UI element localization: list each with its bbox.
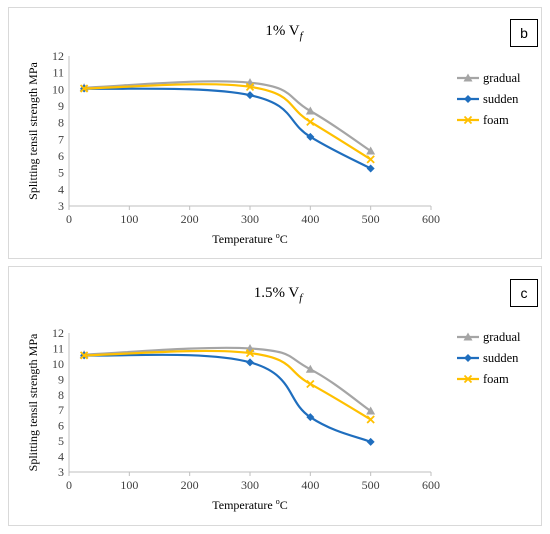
- chart-c-y-tick-label: 6: [58, 419, 64, 433]
- chart-c-series-sudden-point: [306, 413, 315, 422]
- chart-b-x-tick-label: 400: [301, 212, 319, 226]
- chart-b-x-label-unit: C: [280, 232, 288, 246]
- chart-c-y-tick-label: 5: [58, 434, 64, 448]
- chart-b-x-tick-label: 0: [66, 212, 72, 226]
- chart-c-x-label-unit: C: [280, 498, 288, 512]
- chart-c-legend-foam-label: foam: [483, 372, 509, 386]
- chart-c-x-tick-label: 600: [422, 478, 440, 492]
- chart-c-series-gradual-line: [84, 346, 372, 412]
- chart-c-x-tick-label: 100: [120, 478, 138, 492]
- chart-c-y-tick-label: 3: [58, 465, 64, 479]
- chart-b-x-label-sup: o: [276, 231, 280, 240]
- panel-badge-b: b: [510, 19, 538, 47]
- chart-c-series-gradual-point: [366, 406, 376, 415]
- chart-b-x-tick-label: 100: [120, 212, 138, 226]
- chart-c-legend-foam-marker: [463, 374, 473, 384]
- chart-c-title: 1.5% Vf: [254, 285, 305, 304]
- chart-c-x-label: Temperature oC: [212, 497, 287, 512]
- chart-b-y-tick-label: 12: [52, 49, 64, 63]
- chart-c-legend-gradual-marker: [463, 332, 473, 341]
- chart-b-legend-gradual-label: gradual: [483, 71, 521, 85]
- chart-c-series-foam-point: [366, 415, 375, 424]
- chart-b-y-tick-label: 11: [52, 66, 64, 80]
- chart-b-x-tick-label: 500: [362, 212, 380, 226]
- chart-b-y-tick-label: 3: [58, 199, 64, 213]
- chart-b-y-tick-label: 9: [58, 99, 64, 113]
- chart-b-y-tick-label: 4: [58, 182, 64, 196]
- chart-b-legend-gradual-marker: [463, 73, 473, 82]
- chart-b-y-tick-label: 5: [58, 166, 64, 180]
- chart-c-series-gradual-point: [305, 364, 315, 373]
- chart-c-x-tick-label: 500: [362, 478, 380, 492]
- chart-b-x-tick-label: 300: [241, 212, 259, 226]
- chart-b-series-foam-line: [84, 83, 372, 161]
- chart-b-y-tick-label: 6: [58, 149, 64, 163]
- chart-c-y-tick-label: 11: [52, 341, 64, 355]
- chart-c-title-sub: f: [299, 292, 304, 304]
- chart-c-x-label-sup: o: [276, 497, 280, 506]
- chart-b-series-gradual-point: [366, 146, 376, 155]
- panel-badge-c: c: [510, 279, 538, 307]
- chart-b-x-tick-label: 600: [422, 212, 440, 226]
- chart-panel-b: 1% Vf 3 4 5 6 7 8 9 10 11 12 0 100 200 300 400 500 600 Tem…: [8, 7, 542, 259]
- chart-c-y-tick-label: 7: [58, 403, 64, 417]
- chart-b-title-sub: f: [300, 30, 305, 42]
- chart-c-x-label-main: Temperature: [212, 498, 275, 512]
- chart-c-legend-gradual-label: gradual: [483, 330, 521, 344]
- chart-c-series-sudden-point: [246, 358, 254, 367]
- chart-b-x-tick-label: 200: [181, 212, 199, 226]
- chart-c-x-tick-label: 400: [301, 478, 319, 492]
- chart-b-series-foam-point: [245, 82, 255, 91]
- chart-b-series-sudden-line: [84, 87, 372, 170]
- chart-b-title: 1% Vf: [265, 23, 304, 42]
- chart-c-x-tick-label: 200: [181, 478, 199, 492]
- chart-b-series-sudden-point: [366, 164, 375, 173]
- chart-c-y-tick-label: 9: [58, 372, 64, 386]
- chart-c-title-main: 1.5% V: [254, 285, 300, 301]
- chart-b-svg: 1% Vf 3 4 5 6 7 8 9 10 11 12 0 100 200 300 400 500 600 Tem…: [26, 23, 521, 246]
- chart-b-legend-foam-marker: [463, 115, 473, 125]
- chart-b-x-label-main: Temperature: [212, 232, 275, 246]
- chart-c-series-foam-point: [306, 379, 315, 389]
- chart-b-series-foam-point: [79, 84, 89, 93]
- chart-b-series-gradual-point: [305, 106, 315, 115]
- chart-c-y-tick-label: 10: [52, 357, 64, 371]
- chart-b-legend-foam-label: foam: [483, 113, 509, 127]
- chart-b-y-tick-label: 7: [58, 132, 64, 146]
- chart-c-y-tick-label: 4: [58, 450, 64, 464]
- chart-b-series-sudden-point: [246, 91, 254, 100]
- chart-b-title-main: 1% V: [265, 23, 299, 39]
- chart-c-series-sudden-point: [366, 437, 375, 446]
- chart-c-y-label: Splitting tensil strength MPa: [26, 333, 40, 471]
- chart-b-legend-sudden-marker: [464, 95, 472, 103]
- chart-b-y-tick-label: 10: [52, 82, 64, 96]
- chart-c-series-foam-point: [79, 351, 89, 360]
- chart-c-x-tick-label: 0: [66, 478, 72, 492]
- chart-c-x-tick-label: 300: [241, 478, 259, 492]
- chart-b-y-tick-label: 8: [58, 116, 64, 130]
- chart-c-legend-sudden-label: sudden: [483, 351, 519, 365]
- chart-b-series-gradual-line: [84, 80, 372, 152]
- chart-b-series-sudden-point: [306, 132, 315, 141]
- chart-b-series-foam-point: [306, 117, 315, 126]
- chart-c-series-foam-line: [84, 349, 372, 421]
- chart-b-legend-sudden-label: sudden: [483, 92, 519, 106]
- chart-c-series-foam-point: [245, 348, 255, 358]
- chart-c-series-sudden-line: [84, 353, 372, 443]
- chart-b-y-label: Splitting tensil strength MPa: [26, 61, 40, 199]
- chart-c-y-tick-label: 8: [58, 388, 64, 402]
- chart-c-legend-sudden-marker: [464, 354, 472, 362]
- chart-panel-c: 1.5% Vf 3 4 5 6 7 8 9 10 11 12 0 100 200 300 400 500 600 T…: [8, 266, 542, 526]
- chart-b-series-foam-point: [366, 155, 375, 164]
- chart-b-x-label: Temperature oC: [212, 231, 287, 246]
- chart-c-y-tick-label: 12: [52, 326, 64, 340]
